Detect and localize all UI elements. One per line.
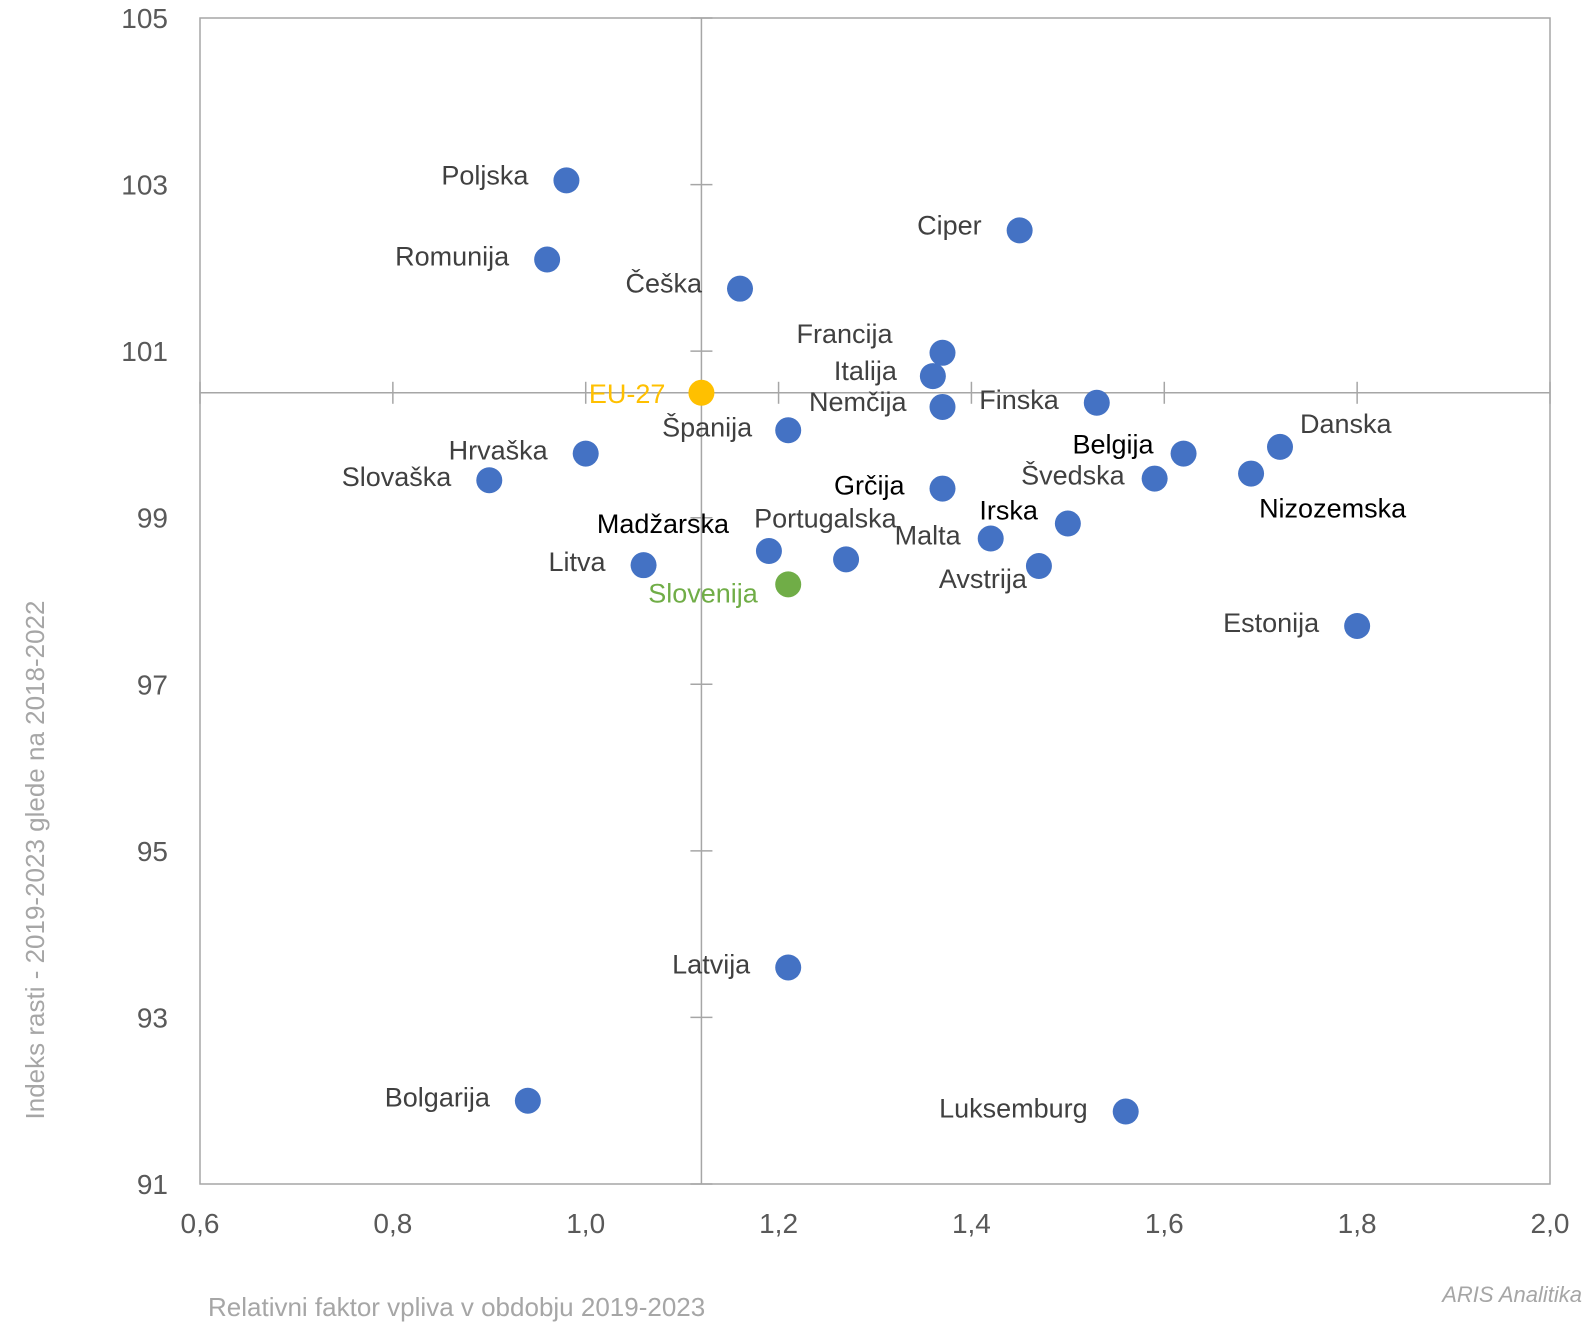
data-point xyxy=(514,1087,541,1114)
point-label: Danska xyxy=(1300,409,1393,439)
point-label: Nemčija xyxy=(809,387,908,417)
data-point xyxy=(1344,612,1371,639)
y-tick-label: 101 xyxy=(121,336,168,367)
source-credit: ARIS Analitika xyxy=(1440,1282,1582,1307)
y-tick-label: 105 xyxy=(121,3,168,34)
data-point xyxy=(1141,465,1168,492)
point-label: Portugalska xyxy=(754,503,898,533)
data-point xyxy=(929,339,956,366)
data-point xyxy=(977,525,1004,552)
data-point xyxy=(534,246,561,273)
point-label: Estonija xyxy=(1223,608,1320,638)
data-point xyxy=(1112,1098,1139,1125)
plot-area xyxy=(199,17,1551,1185)
data-point xyxy=(755,538,782,565)
x-tick-label: 1,0 xyxy=(566,1208,605,1239)
data-point xyxy=(775,417,802,444)
x-tick-label: 1,8 xyxy=(1338,1208,1377,1239)
y-tick-label: 97 xyxy=(137,669,168,700)
point-label: Slovenija xyxy=(648,578,759,608)
point-label: Švedska xyxy=(1021,460,1126,491)
point-label: EU-27 xyxy=(589,379,666,409)
point-label: Francija xyxy=(796,319,893,349)
point-label: Malta xyxy=(895,521,962,551)
data-point xyxy=(1083,389,1110,416)
point-label: Poljska xyxy=(441,160,529,190)
point-label: Ciper xyxy=(917,210,982,240)
y-axis-title: Indeks rasti - 2019-2023 glede na 2018-2… xyxy=(20,601,50,1120)
point-label: Finska xyxy=(979,385,1060,415)
data-point xyxy=(1006,217,1033,244)
point-label: Italija xyxy=(834,356,898,386)
reference-lines xyxy=(200,18,1550,1184)
data-point xyxy=(775,954,802,981)
data-points xyxy=(476,167,1371,1125)
data-point xyxy=(775,571,802,598)
point-label: Grčija xyxy=(834,471,905,501)
data-point xyxy=(1025,553,1052,580)
data-point xyxy=(833,546,860,573)
point-label: Španija xyxy=(662,411,753,442)
point-label: Nizozemska xyxy=(1259,494,1407,524)
point-label: Latvija xyxy=(672,949,751,979)
data-point xyxy=(630,552,657,579)
point-labels: Poljska Romunija Češka Ciper Francija Italija… xyxy=(342,160,1407,1123)
point-label: Slovaška xyxy=(342,462,453,492)
data-point xyxy=(1267,433,1293,460)
x-tick-label: 1,6 xyxy=(1145,1208,1184,1239)
point-label: Avstrija xyxy=(939,564,1028,594)
data-point xyxy=(1238,460,1265,487)
point-label: Belgija xyxy=(1073,430,1155,460)
data-point xyxy=(688,379,715,406)
point-label: Irska xyxy=(979,496,1038,526)
data-point xyxy=(929,475,956,502)
x-axis-ticks: 0,6 0,8 1,0 1,2 1,4 1,6 1,8 2,0 xyxy=(181,381,1570,1239)
data-point xyxy=(727,275,753,302)
point-label: Litva xyxy=(549,547,607,577)
point-label: Hrvaška xyxy=(449,436,549,466)
x-tick-label: 2,0 xyxy=(1531,1208,1570,1239)
x-tick-label: 1,2 xyxy=(759,1208,798,1239)
x-tick-label: 1,4 xyxy=(952,1208,991,1239)
data-point xyxy=(1170,440,1197,467)
point-label: Romunija xyxy=(395,242,510,272)
data-point xyxy=(553,167,580,194)
data-point xyxy=(572,440,599,467)
y-tick-label: 91 xyxy=(137,1169,168,1200)
data-point xyxy=(919,363,946,390)
x-tick-label: 0,6 xyxy=(181,1208,220,1239)
y-tick-label: 95 xyxy=(137,836,168,867)
y-tick-label: 93 xyxy=(137,1002,168,1033)
x-axis-title: Relativni faktor vpliva v obdobju 2019-2… xyxy=(208,1292,705,1322)
point-label: Madžarska xyxy=(597,509,730,539)
point-label: Bolgarija xyxy=(385,1083,491,1113)
data-point xyxy=(1054,510,1081,537)
data-point xyxy=(476,467,503,494)
x-tick-label: 0,8 xyxy=(373,1208,412,1239)
y-tick-label: 99 xyxy=(137,503,168,534)
data-point xyxy=(929,393,956,420)
point-label: Luksemburg xyxy=(939,1094,1088,1124)
y-axis-ticks: 91 93 95 97 99 101 103 105 xyxy=(121,3,713,1200)
y-tick-label: 103 xyxy=(121,170,168,201)
point-label: Češka xyxy=(625,268,703,299)
